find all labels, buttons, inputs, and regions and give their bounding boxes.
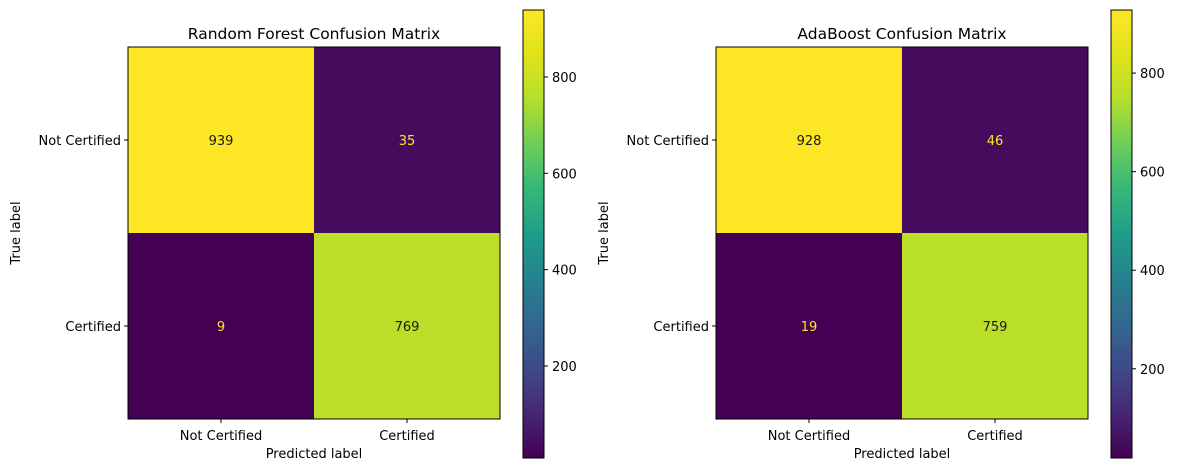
x-tick-label: Not Certified [768, 429, 850, 444]
cell-value-label: 19 [801, 320, 818, 335]
heatmap-cell [128, 233, 314, 419]
plot-frame [715, 46, 1089, 420]
colorbar-tick-label: 800 [1140, 67, 1165, 82]
colorbar [522, 9, 545, 459]
cell-value-label: 46 [987, 134, 1004, 149]
x-tick-label: Certified [967, 429, 1023, 444]
heatmap-cell [128, 47, 314, 233]
cell-value-label: 928 [797, 134, 822, 149]
x-axis-label: Predicted label [854, 447, 951, 462]
cell-value-label: 759 [983, 320, 1008, 335]
cell-value-label: 35 [399, 134, 416, 149]
colorbar-tick-label: 400 [552, 264, 577, 279]
y-axis-label: True label [597, 201, 612, 265]
y-tick-label: Not Certified [39, 134, 121, 149]
colorbar [1110, 9, 1133, 459]
heatmap-cell [716, 233, 902, 419]
heatmap-cell [902, 47, 1088, 233]
y-tick-label: Certified [65, 320, 121, 335]
colorbar-tick-label: 600 [552, 167, 577, 182]
heatmap-cell [902, 233, 1088, 419]
y-tick-label: Not Certified [627, 134, 709, 149]
y-axis-label: True label [9, 201, 24, 265]
cell-value-label: 769 [395, 320, 420, 335]
y-tick-label: Certified [653, 320, 709, 335]
x-tick-label: Certified [379, 429, 435, 444]
colorbar-tick-label: 200 [1140, 363, 1165, 378]
colorbar-tick-label: 800 [552, 71, 577, 86]
cell-value-label: 9 [217, 320, 225, 335]
chart-title: Random Forest Confusion Matrix [188, 25, 440, 43]
heatmap-cell [716, 47, 902, 233]
colorbar-tick-label: 600 [1140, 166, 1165, 181]
confusion-matrix-panel-1: Random Forest Confusion Matrix 939 35 9 769 N… [9, 9, 577, 462]
chart-title: AdaBoost Confusion Matrix [797, 25, 1006, 43]
plot-frame [127, 46, 501, 420]
x-tick-label: Not Certified [180, 429, 262, 444]
heatmap-cell [314, 47, 500, 233]
x-axis-label: Predicted label [266, 447, 363, 462]
confusion-matrix-panel-2: AdaBoost Confusion Matrix 928 46 19 759 Not C… [597, 9, 1165, 462]
colorbar-tick-label: 200 [552, 360, 577, 375]
heatmap-cell [314, 233, 500, 419]
cell-value-label: 939 [209, 134, 234, 149]
colorbar-tick-label: 400 [1140, 264, 1165, 279]
